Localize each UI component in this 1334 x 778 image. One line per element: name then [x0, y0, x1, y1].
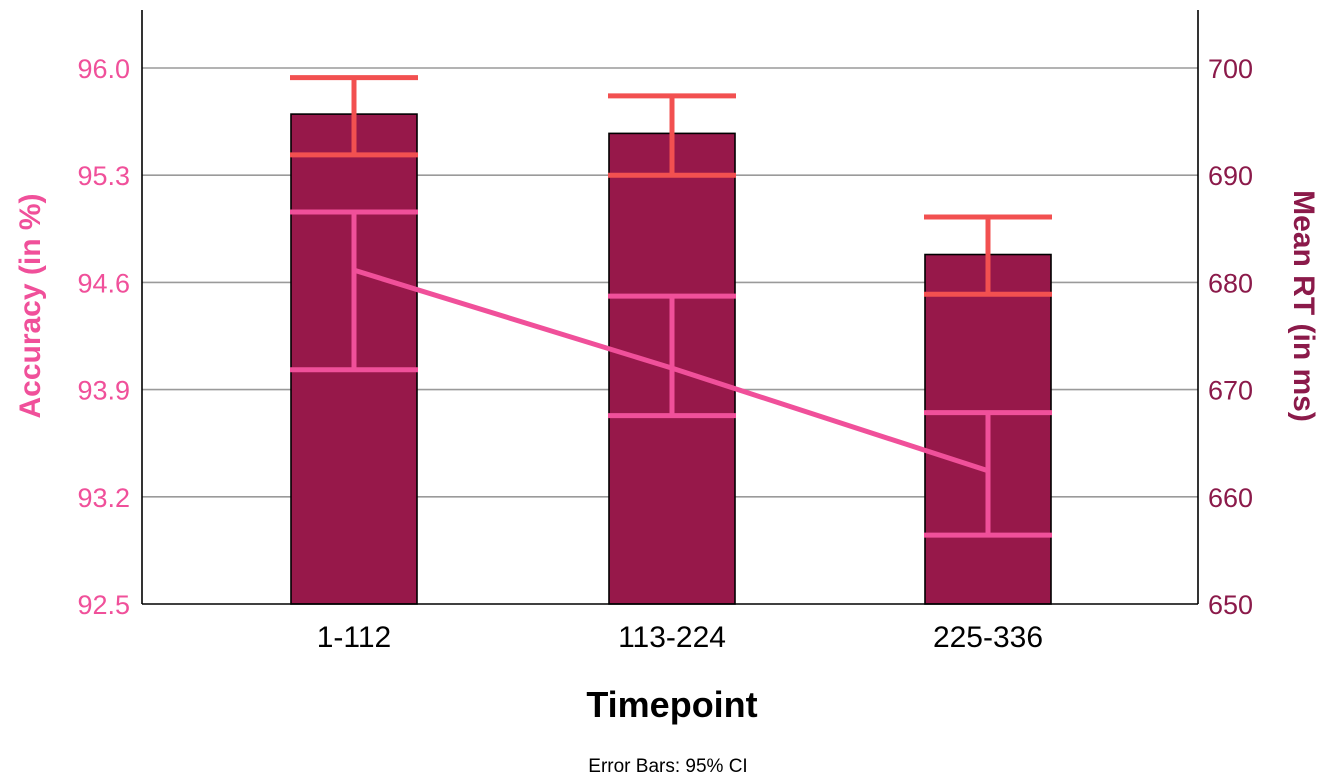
bar-error-bars [290, 75, 1052, 297]
x-axis-title: Timepoint [586, 684, 757, 725]
right-tick-label: 700 [1208, 54, 1253, 84]
right-tick-label: 660 [1208, 483, 1253, 513]
left-tick-label: 95.3 [77, 161, 130, 191]
footnote: Error Bars: 95% CI [588, 756, 747, 777]
left-tick-label: 93.2 [77, 483, 130, 513]
right-axis-title: Mean RT (in ms) [1287, 190, 1320, 422]
left-tick-label: 92.5 [77, 590, 130, 620]
x-tick-label: 225-336 [933, 621, 1043, 654]
x-tick-label: 1-112 [317, 621, 392, 654]
left-axis-title: Accuracy (in %) [14, 193, 47, 418]
bar-series [290, 113, 1052, 605]
right-tick-label: 670 [1208, 376, 1253, 406]
tick-labels: 92.5 93.2 93.9 94.6 95.3 96.0 650 660 670 680 690 7… [77, 54, 1253, 654]
right-tick-label: 690 [1208, 161, 1253, 191]
right-tick-label: 650 [1208, 590, 1253, 620]
left-tick-label: 93.9 [77, 376, 130, 406]
left-tick-label: 96.0 [77, 54, 130, 84]
x-tick-label: 113-224 [618, 621, 726, 654]
axes [141, 10, 1199, 605]
left-tick-label: 94.6 [77, 268, 130, 298]
line-series [290, 209, 1052, 538]
right-tick-label: 680 [1208, 268, 1253, 298]
